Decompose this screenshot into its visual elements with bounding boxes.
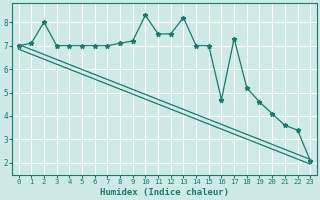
X-axis label: Humidex (Indice chaleur): Humidex (Indice chaleur) [100,188,229,197]
